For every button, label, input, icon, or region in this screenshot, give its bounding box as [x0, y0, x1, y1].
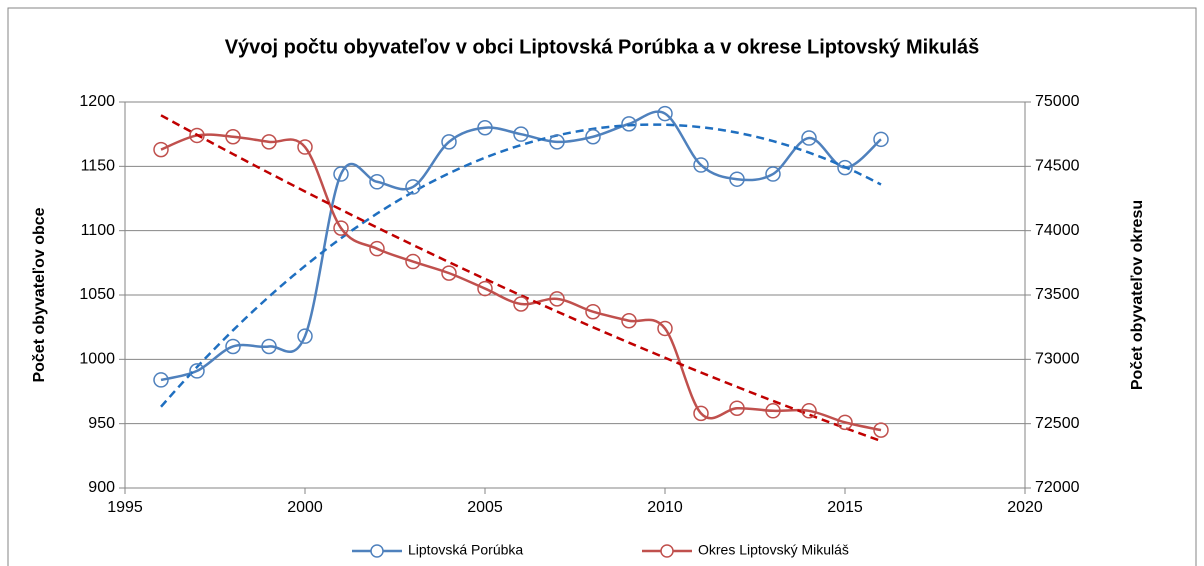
point — [837, 414, 853, 431]
chart-border — [7, 7, 1197, 566]
series-line — [160, 133, 882, 432]
point — [441, 265, 457, 281]
x-tick-label: 1995 — [107, 499, 143, 516]
x-tick-label: 2000 — [287, 499, 323, 516]
point — [873, 131, 889, 148]
point — [513, 296, 529, 312]
point — [369, 174, 385, 190]
y2-tick-label: 72000 — [1035, 479, 1080, 496]
y2-tick-label: 72500 — [1035, 415, 1080, 432]
trendline — [160, 114, 882, 443]
y-tick-label: 1150 — [81, 158, 116, 175]
point — [873, 422, 889, 438]
point — [441, 134, 457, 150]
point — [513, 126, 529, 142]
trendline — [160, 123, 882, 408]
point — [765, 166, 781, 182]
y-axis-label: Počet obyvateľov obce — [31, 207, 48, 382]
point — [585, 303, 601, 320]
point — [477, 119, 493, 136]
point — [621, 312, 637, 329]
y-tick-label: 1000 — [79, 351, 115, 368]
x-tick-label: 2005 — [467, 499, 503, 516]
y-tick-label: 900 — [88, 479, 115, 496]
point — [549, 291, 565, 307]
point — [225, 128, 241, 145]
point — [585, 128, 601, 145]
y2-tick-label: 73500 — [1035, 286, 1080, 303]
y2-tick-label: 74000 — [1035, 222, 1080, 239]
point — [621, 116, 637, 132]
point — [153, 372, 169, 388]
point — [261, 338, 277, 355]
point — [189, 363, 205, 379]
y-tick-label: 1050 — [79, 286, 115, 303]
legend-marker — [370, 544, 384, 558]
point — [369, 240, 385, 257]
point — [693, 405, 709, 422]
point — [297, 328, 313, 344]
point — [261, 134, 277, 150]
x-tick-label: 2010 — [647, 499, 683, 516]
x-tick-label: 2020 — [1007, 499, 1043, 516]
chart-title: Vývoj počtu obyvateľov v obci Liptovská … — [225, 36, 980, 58]
point — [153, 141, 169, 158]
point — [801, 403, 817, 419]
legend-label: Okres Liptovský Mikuláš — [698, 542, 849, 558]
point — [225, 338, 241, 355]
point — [405, 253, 421, 270]
point — [297, 139, 313, 155]
y2-tick-label: 75000 — [1035, 93, 1080, 110]
point — [729, 171, 745, 187]
series-line — [160, 110, 882, 382]
point — [657, 105, 673, 122]
y2-tick-label: 73000 — [1035, 351, 1080, 368]
point — [189, 127, 205, 144]
y-tick-label: 1200 — [79, 93, 115, 110]
point — [333, 220, 349, 236]
x-tick-label: 2015 — [827, 499, 863, 516]
y2-tick-label: 74500 — [1035, 158, 1080, 175]
point — [801, 130, 817, 146]
y-tick-label: 1100 — [81, 222, 116, 239]
point — [837, 159, 853, 176]
point — [333, 166, 349, 182]
y-tick-label: 950 — [88, 415, 115, 432]
y2-axis-label: Počet obyvateľov okresu — [1129, 200, 1146, 390]
point — [765, 403, 781, 419]
legend-marker — [660, 544, 674, 558]
legend-label: Liptovská Porúbka — [408, 542, 523, 558]
point — [405, 179, 421, 195]
point — [729, 400, 745, 416]
point — [657, 320, 673, 337]
point — [477, 280, 493, 297]
point — [693, 157, 709, 173]
point — [549, 134, 565, 150]
